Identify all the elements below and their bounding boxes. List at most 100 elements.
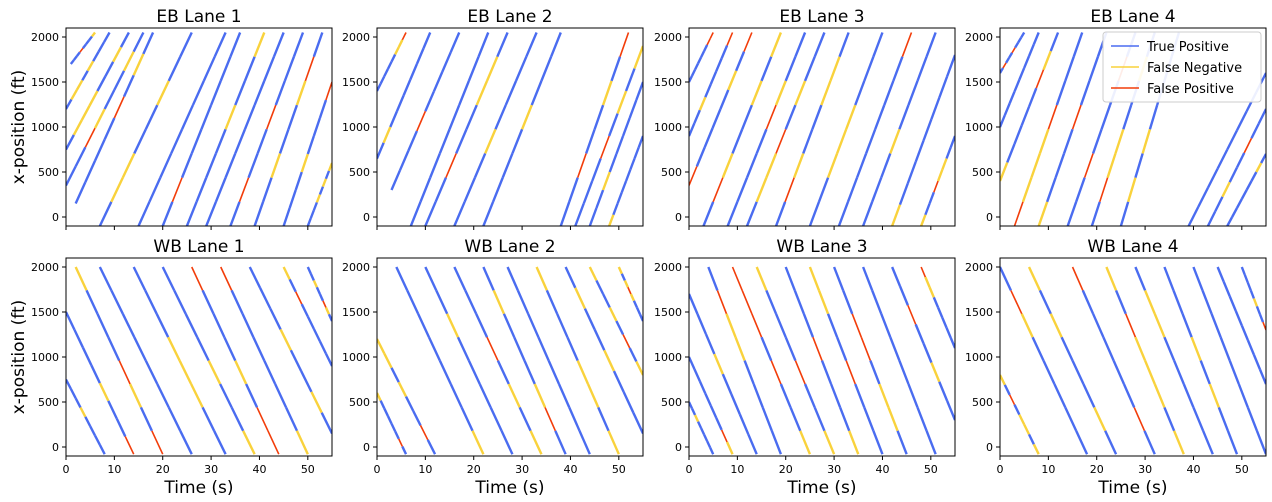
trajectory-segment — [471, 430, 485, 455]
trajectory-segment — [300, 153, 309, 173]
trajectory-segment — [74, 146, 87, 167]
trajectory-segment — [583, 308, 596, 330]
trajectory-segment — [1102, 336, 1115, 362]
trajectory-segment — [1079, 80, 1091, 106]
trajectory-segment — [184, 313, 199, 338]
trajectory-segment — [81, 347, 93, 366]
y-tick-label: 1000 — [654, 351, 682, 364]
y-tick-label: 2000 — [342, 31, 370, 44]
trajectory-segment — [704, 333, 716, 355]
trajectory-segment — [1000, 67, 1005, 74]
trajectory-segment — [608, 306, 618, 322]
trajectory-segment — [743, 32, 753, 52]
trajectory-segment — [179, 31, 193, 58]
trajectory-segment — [180, 104, 195, 130]
trajectory-segment — [318, 186, 325, 195]
trajectory-segment — [455, 128, 468, 154]
trajectory-segment — [784, 104, 797, 130]
trajectory-segment — [920, 266, 927, 278]
trajectory-segment — [1013, 201, 1024, 226]
trajectory-segment — [1038, 289, 1052, 315]
trajectory-segment — [506, 266, 519, 291]
trajectory-segment — [835, 336, 848, 362]
trajectory-segment — [635, 307, 642, 315]
trajectory-segment — [295, 430, 309, 455]
trajectory-segment — [736, 177, 749, 203]
trajectory-segment — [612, 370, 625, 393]
trajectory-segment — [527, 313, 540, 338]
trajectory-segment — [811, 104, 823, 130]
trajectory-segment — [1143, 360, 1156, 385]
trajectory-segment — [860, 336, 872, 361]
trajectory-segment — [401, 446, 408, 455]
trajectory-segment — [621, 117, 631, 137]
trajectory-segment — [70, 89, 78, 101]
trajectory-segment — [617, 266, 623, 275]
trajectory-segment — [429, 152, 441, 179]
trajectory-segment — [695, 146, 706, 167]
trajectory-segment — [224, 152, 237, 179]
trajectory-segment — [309, 209, 315, 219]
trajectory-segment — [1163, 406, 1176, 432]
trajectory-segment — [501, 152, 514, 179]
trajectory-segment — [324, 353, 332, 367]
trajectory-segment — [696, 56, 703, 64]
trajectory-segment — [588, 266, 598, 282]
trajectory-segment — [113, 70, 126, 91]
trajectory-segment — [922, 118, 933, 141]
trajectory-segment — [564, 266, 577, 289]
trajectory-segment — [322, 300, 327, 308]
trajectory-segment — [1038, 128, 1050, 154]
trajectory-segment — [1098, 177, 1109, 203]
trajectory-segment — [1054, 153, 1066, 179]
y-tick-label: 0 — [986, 441, 993, 454]
trajectory-segment — [379, 400, 386, 409]
trajectory-segment — [1217, 406, 1230, 432]
trajectory-segment — [928, 286, 935, 298]
trajectory-segment — [478, 383, 492, 408]
trajectory-segment — [1125, 313, 1137, 338]
trajectory-segment — [128, 383, 143, 408]
trajectory-segment — [602, 293, 611, 309]
x-tick-label: 50 — [1235, 463, 1249, 476]
trajectory-segment — [1023, 55, 1031, 69]
trajectory-segment — [279, 328, 292, 351]
trajectory-segment — [595, 189, 605, 209]
panel-wb-lane-3 — [688, 257, 956, 457]
panel-title: WB Lane 2 — [464, 237, 555, 257]
trajectory-segment — [696, 421, 703, 429]
trajectory-segment — [85, 289, 99, 315]
trajectory-segment — [608, 153, 618, 173]
trajectory-segment — [615, 135, 625, 155]
trajectory-segment — [924, 276, 931, 288]
trajectory-segment — [709, 32, 714, 40]
trajectory-segment — [803, 383, 816, 408]
trajectory-segment — [1062, 128, 1074, 154]
trajectory-segment — [616, 191, 623, 204]
trajectory-segment — [477, 32, 490, 58]
trajectory-segment — [735, 51, 746, 72]
trajectory-segment — [820, 360, 833, 385]
trajectory-segment — [247, 153, 259, 179]
trajectory-segment — [1032, 443, 1040, 455]
trajectory-segment — [458, 80, 471, 106]
trajectory-segment — [427, 336, 441, 362]
trajectory-segment — [516, 289, 530, 315]
trajectory-segment — [878, 383, 890, 408]
trajectory-segment — [485, 56, 499, 82]
trajectory-segment — [623, 280, 629, 288]
trajectory-segment — [419, 425, 429, 441]
trajectory-segment — [397, 39, 404, 48]
trajectory-segment — [1143, 430, 1156, 455]
trajectory-segment — [1255, 162, 1263, 173]
x-tick-label: 0 — [63, 463, 70, 476]
trajectory-segment — [898, 104, 910, 130]
trajectory-segment — [386, 415, 393, 425]
trajectory-segment — [774, 80, 787, 106]
trajectory-segment — [75, 51, 81, 57]
trajectory-segment — [190, 383, 204, 408]
trajectory-segment — [916, 406, 928, 432]
trajectory-segment — [390, 423, 397, 432]
trajectory-segment — [115, 418, 127, 437]
y-tick-label: 500 — [661, 166, 682, 179]
